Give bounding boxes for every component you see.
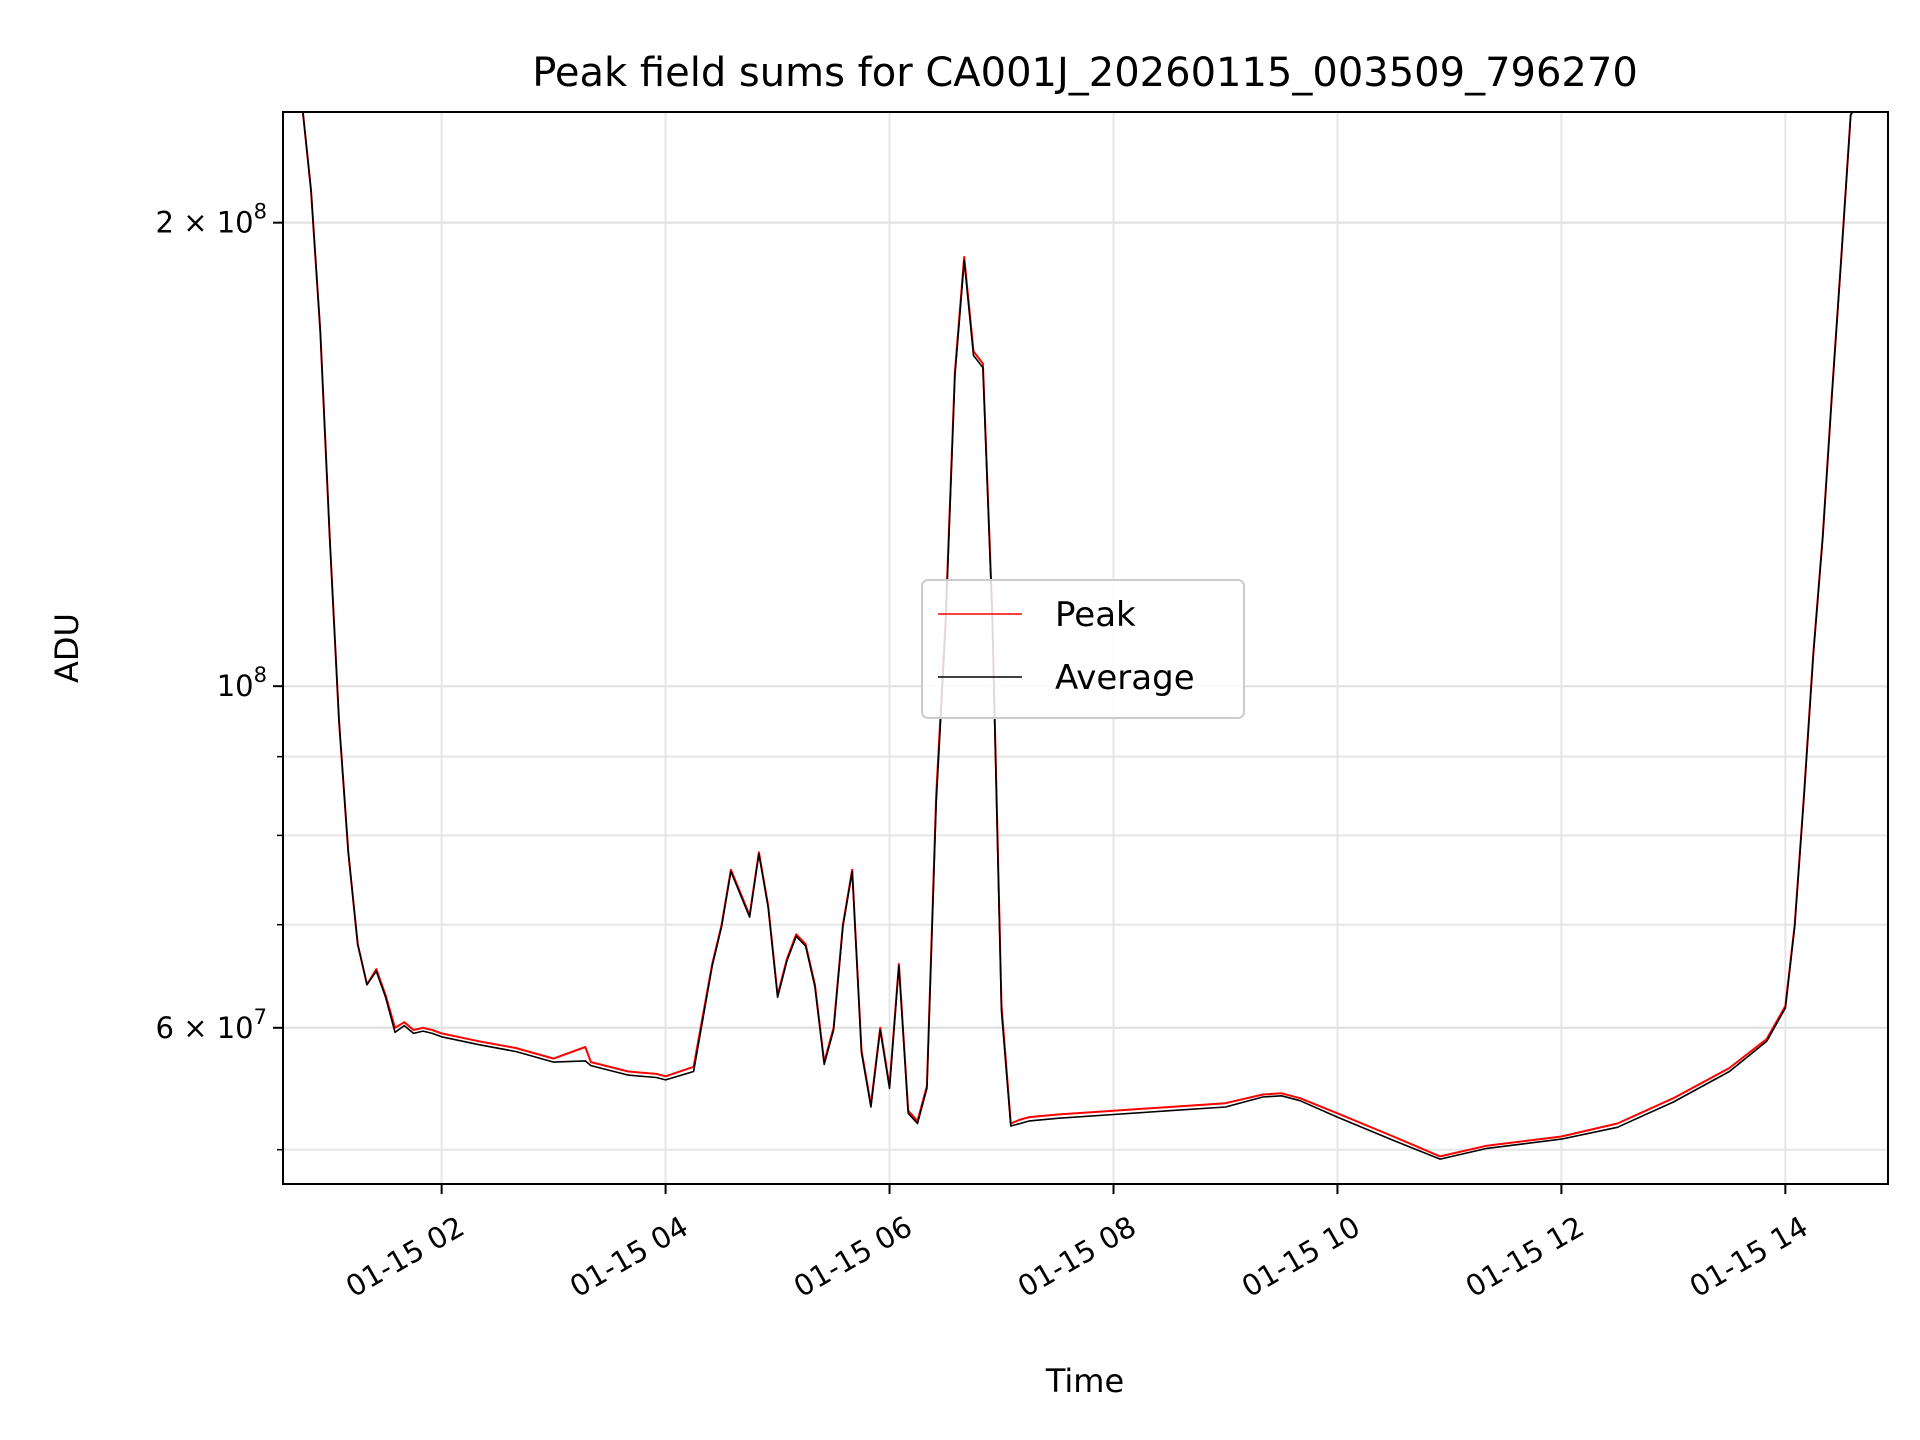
series-line-average <box>302 112 1854 1160</box>
chart-title: Peak field sums for CA001J_20260115_0035… <box>532 50 1638 96</box>
legend-label-average: Average <box>1055 658 1195 698</box>
plot-frame <box>282 111 1889 1185</box>
y-tick-label: 6 × 107 <box>156 1005 267 1045</box>
y-tick-label: 108 <box>217 663 267 703</box>
legend-label-peak: Peak <box>1055 595 1136 635</box>
legend: Peak Average <box>921 579 1245 719</box>
x-axis-label: Time <box>1045 1362 1124 1400</box>
y-tick-label: 2 × 108 <box>156 200 267 240</box>
series-line-peak <box>301 112 1854 1158</box>
series-layer <box>301 112 1854 1160</box>
y-axis-label: ADU <box>48 613 86 683</box>
